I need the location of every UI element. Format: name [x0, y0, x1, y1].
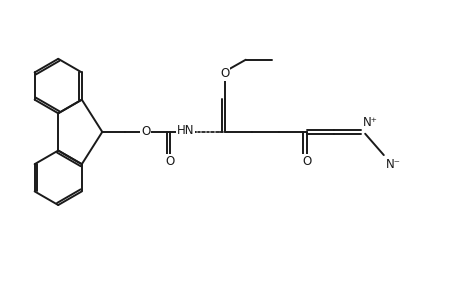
- Text: HN: HN: [176, 124, 194, 137]
- Text: N⁺: N⁺: [363, 116, 378, 129]
- Text: O: O: [220, 67, 229, 80]
- Text: N⁻: N⁻: [386, 158, 401, 171]
- Text: O: O: [141, 125, 150, 138]
- Text: O: O: [302, 155, 311, 168]
- Text: O: O: [166, 155, 175, 168]
